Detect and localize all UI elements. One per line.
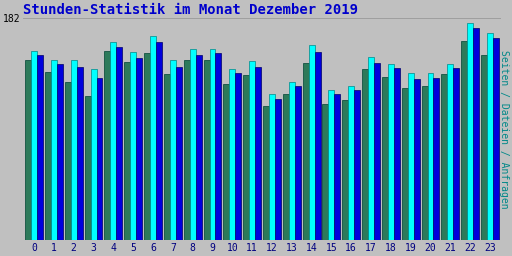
Bar: [71, 59, 77, 240]
Bar: [209, 48, 216, 240]
Bar: [314, 52, 321, 240]
Y-axis label: Seiten / Dateien / Anfragen: Seiten / Dateien / Anfragen: [499, 50, 509, 208]
Bar: [374, 63, 380, 240]
Bar: [97, 78, 102, 240]
Bar: [176, 67, 182, 240]
Bar: [150, 36, 156, 240]
Bar: [467, 23, 473, 240]
Bar: [323, 103, 328, 240]
Text: Stunden-Statistik im Monat Dezember 2019: Stunden-Statistik im Monat Dezember 2019: [23, 3, 358, 17]
Bar: [37, 55, 43, 240]
Bar: [189, 48, 196, 240]
Bar: [295, 87, 301, 240]
Bar: [434, 78, 439, 240]
Bar: [328, 90, 334, 240]
Bar: [57, 65, 63, 240]
Bar: [428, 73, 434, 240]
Bar: [223, 84, 229, 240]
Bar: [354, 90, 360, 240]
Bar: [362, 69, 368, 240]
Bar: [382, 77, 388, 240]
Bar: [408, 73, 414, 240]
Bar: [441, 74, 447, 240]
Bar: [461, 41, 467, 240]
Bar: [388, 65, 394, 240]
Bar: [51, 59, 57, 240]
Bar: [229, 69, 236, 240]
Bar: [204, 59, 209, 240]
Bar: [255, 67, 261, 240]
Bar: [144, 54, 150, 240]
Bar: [156, 42, 162, 240]
Bar: [65, 81, 71, 240]
Bar: [343, 100, 348, 240]
Bar: [111, 42, 116, 240]
Bar: [414, 79, 420, 240]
Bar: [136, 58, 142, 240]
Bar: [77, 67, 82, 240]
Bar: [263, 106, 269, 240]
Bar: [402, 88, 408, 240]
Bar: [447, 65, 453, 240]
Bar: [421, 87, 428, 240]
Bar: [453, 68, 459, 240]
Bar: [303, 63, 309, 240]
Bar: [473, 28, 479, 240]
Bar: [275, 99, 281, 240]
Bar: [283, 94, 289, 240]
Bar: [309, 45, 314, 240]
Bar: [196, 55, 202, 240]
Bar: [269, 94, 275, 240]
Bar: [348, 87, 354, 240]
Bar: [216, 54, 221, 240]
Bar: [45, 72, 51, 240]
Bar: [334, 94, 340, 240]
Bar: [31, 51, 37, 240]
Bar: [170, 59, 176, 240]
Bar: [91, 69, 97, 240]
Bar: [481, 55, 487, 240]
Bar: [236, 73, 241, 240]
Bar: [104, 51, 111, 240]
Bar: [289, 81, 295, 240]
Bar: [493, 38, 499, 240]
Bar: [84, 96, 91, 240]
Bar: [243, 76, 249, 240]
Bar: [394, 68, 400, 240]
Bar: [130, 52, 136, 240]
Bar: [249, 61, 255, 240]
Bar: [487, 33, 493, 240]
Bar: [124, 62, 130, 240]
Bar: [116, 47, 122, 240]
Bar: [184, 59, 189, 240]
Bar: [368, 57, 374, 240]
Bar: [25, 59, 31, 240]
Bar: [164, 74, 170, 240]
